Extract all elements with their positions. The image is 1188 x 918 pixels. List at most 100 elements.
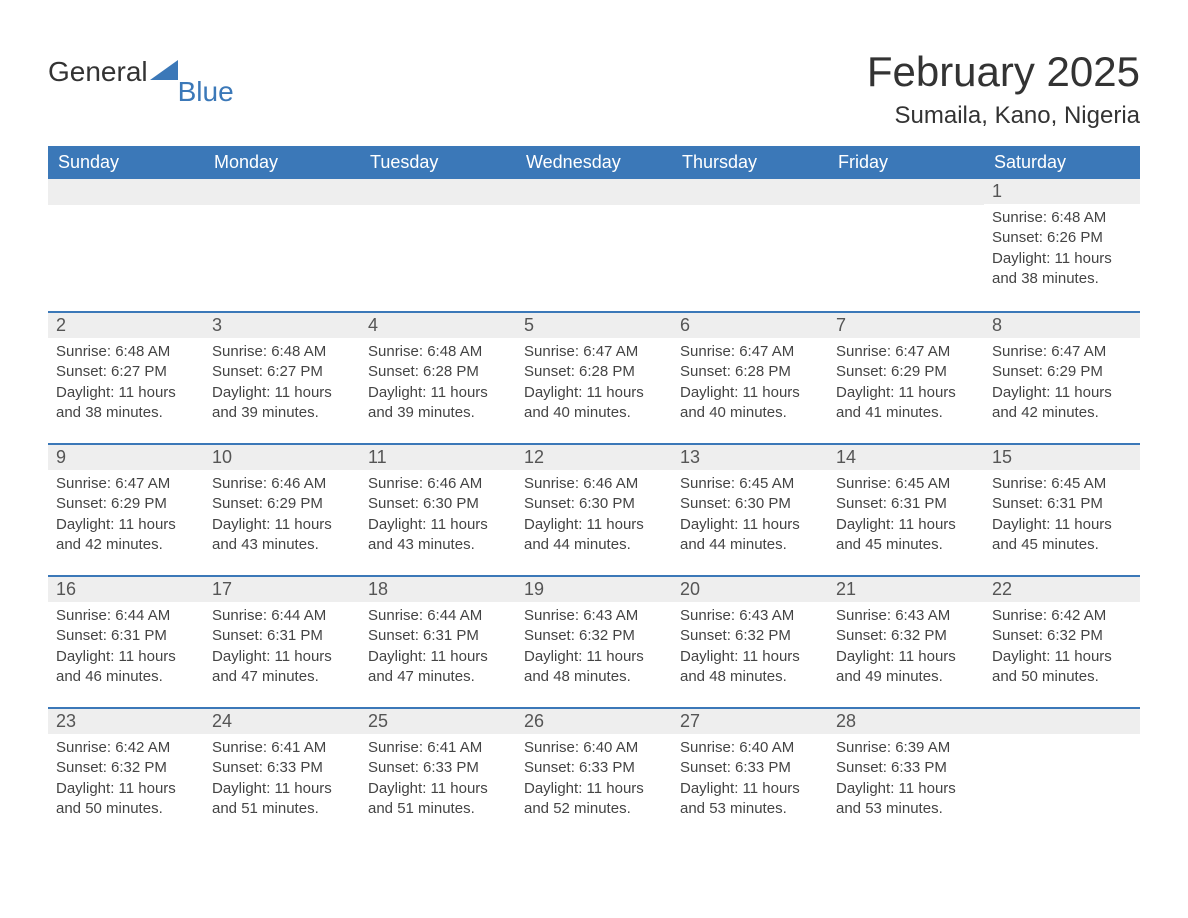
sunset-line: Sunset: 6:32 PM [56,758,196,778]
day-number: 25 [360,707,516,734]
calendar-day-cell: 22Sunrise: 6:42 AMSunset: 6:32 PMDayligh… [984,575,1140,707]
daylight-line: Daylight: 11 hours and 45 minutes. [836,515,976,556]
day-details: Sunrise: 6:46 AMSunset: 6:30 PMDaylight:… [360,470,516,565]
calendar-day-cell: 7Sunrise: 6:47 AMSunset: 6:29 PMDaylight… [828,311,984,443]
title-block: February 2025 Sumaila, Kano, Nigeria [867,48,1140,130]
day-number: 21 [828,575,984,602]
sunset-line: Sunset: 6:31 PM [992,494,1132,514]
daylight-line: Daylight: 11 hours and 38 minutes. [992,249,1132,290]
sunrise-line: Sunrise: 6:45 AM [680,474,820,494]
sunrise-line: Sunrise: 6:44 AM [368,606,508,626]
day-details: Sunrise: 6:43 AMSunset: 6:32 PMDaylight:… [828,602,984,697]
day-number: 27 [672,707,828,734]
sunrise-line: Sunrise: 6:47 AM [992,342,1132,362]
day-number: 26 [516,707,672,734]
sunset-line: Sunset: 6:33 PM [836,758,976,778]
calendar-day-cell: 14Sunrise: 6:45 AMSunset: 6:31 PMDayligh… [828,443,984,575]
sunrise-line: Sunrise: 6:46 AM [368,474,508,494]
daylight-line: Daylight: 11 hours and 48 minutes. [524,647,664,688]
day-number-bar [48,179,204,205]
day-number-bar [984,707,1140,734]
brand-logo: General Blue [48,48,238,88]
calendar-day-cell: 5Sunrise: 6:47 AMSunset: 6:28 PMDaylight… [516,311,672,443]
sunset-line: Sunset: 6:29 PM [992,362,1132,382]
day-number: 9 [48,443,204,470]
calendar-table: SundayMondayTuesdayWednesdayThursdayFrid… [48,146,1140,839]
sunrise-line: Sunrise: 6:45 AM [992,474,1132,494]
daylight-line: Daylight: 11 hours and 50 minutes. [56,779,196,820]
weekday-header: Wednesday [516,146,672,179]
calendar-day-cell: 13Sunrise: 6:45 AMSunset: 6:30 PMDayligh… [672,443,828,575]
day-number: 5 [516,311,672,338]
daylight-line: Daylight: 11 hours and 39 minutes. [212,383,352,424]
sunset-line: Sunset: 6:28 PM [680,362,820,382]
day-number: 15 [984,443,1140,470]
calendar-week-row: 16Sunrise: 6:44 AMSunset: 6:31 PMDayligh… [48,575,1140,707]
sunrise-line: Sunrise: 6:47 AM [524,342,664,362]
day-details: Sunrise: 6:42 AMSunset: 6:32 PMDaylight:… [984,602,1140,697]
calendar-day-cell: 9Sunrise: 6:47 AMSunset: 6:29 PMDaylight… [48,443,204,575]
daylight-line: Daylight: 11 hours and 50 minutes. [992,647,1132,688]
sunset-line: Sunset: 6:32 PM [680,626,820,646]
day-number-bar [672,179,828,205]
sunrise-line: Sunrise: 6:45 AM [836,474,976,494]
day-details: Sunrise: 6:40 AMSunset: 6:33 PMDaylight:… [516,734,672,829]
sunrise-line: Sunrise: 6:43 AM [836,606,976,626]
day-number: 8 [984,311,1140,338]
page-header: General Blue February 2025 Sumaila, Kano… [48,48,1140,130]
daylight-line: Daylight: 11 hours and 44 minutes. [524,515,664,556]
sunrise-line: Sunrise: 6:43 AM [524,606,664,626]
daylight-line: Daylight: 11 hours and 40 minutes. [680,383,820,424]
day-number: 19 [516,575,672,602]
day-details: Sunrise: 6:47 AMSunset: 6:29 PMDaylight:… [828,338,984,433]
daylight-line: Daylight: 11 hours and 46 minutes. [56,647,196,688]
sunset-line: Sunset: 6:28 PM [368,362,508,382]
sunrise-line: Sunrise: 6:43 AM [680,606,820,626]
day-number: 3 [204,311,360,338]
sunrise-line: Sunrise: 6:42 AM [992,606,1132,626]
day-details: Sunrise: 6:47 AMSunset: 6:28 PMDaylight:… [516,338,672,433]
day-number: 23 [48,707,204,734]
day-number-bar [516,179,672,205]
day-details: Sunrise: 6:41 AMSunset: 6:33 PMDaylight:… [204,734,360,829]
day-details: Sunrise: 6:41 AMSunset: 6:33 PMDaylight:… [360,734,516,829]
calendar-day-cell: 10Sunrise: 6:46 AMSunset: 6:29 PMDayligh… [204,443,360,575]
calendar-day-cell: 4Sunrise: 6:48 AMSunset: 6:28 PMDaylight… [360,311,516,443]
daylight-line: Daylight: 11 hours and 51 minutes. [212,779,352,820]
day-number: 16 [48,575,204,602]
daylight-line: Daylight: 11 hours and 45 minutes. [992,515,1132,556]
sunset-line: Sunset: 6:32 PM [836,626,976,646]
day-details: Sunrise: 6:43 AMSunset: 6:32 PMDaylight:… [516,602,672,697]
day-number: 13 [672,443,828,470]
weekday-header: Sunday [48,146,204,179]
sunset-line: Sunset: 6:33 PM [680,758,820,778]
sunset-line: Sunset: 6:29 PM [56,494,196,514]
day-number: 6 [672,311,828,338]
weekday-header: Friday [828,146,984,179]
weekday-header: Monday [204,146,360,179]
calendar-week-row: 23Sunrise: 6:42 AMSunset: 6:32 PMDayligh… [48,707,1140,839]
calendar-day-cell: 25Sunrise: 6:41 AMSunset: 6:33 PMDayligh… [360,707,516,839]
day-details: Sunrise: 6:45 AMSunset: 6:31 PMDaylight:… [984,470,1140,565]
sunrise-line: Sunrise: 6:47 AM [836,342,976,362]
day-details: Sunrise: 6:44 AMSunset: 6:31 PMDaylight:… [360,602,516,697]
sunrise-line: Sunrise: 6:39 AM [836,738,976,758]
sunset-line: Sunset: 6:32 PM [992,626,1132,646]
sunset-line: Sunset: 6:31 PM [368,626,508,646]
sunrise-line: Sunrise: 6:42 AM [56,738,196,758]
day-details: Sunrise: 6:40 AMSunset: 6:33 PMDaylight:… [672,734,828,829]
sunset-line: Sunset: 6:28 PM [524,362,664,382]
day-number: 28 [828,707,984,734]
location-subtitle: Sumaila, Kano, Nigeria [867,102,1140,130]
daylight-line: Daylight: 11 hours and 44 minutes. [680,515,820,556]
calendar-empty-cell [48,179,204,311]
sunset-line: Sunset: 6:27 PM [56,362,196,382]
sunset-line: Sunset: 6:32 PM [524,626,664,646]
calendar-day-cell: 23 Sunrise: 6:42 AMSunset: 6:32 PMDayligh… [48,707,204,839]
day-number: 7 [828,311,984,338]
day-details: Sunrise: 6:46 AMSunset: 6:30 PMDaylight:… [516,470,672,565]
calendar-day-cell: 8Sunrise: 6:47 AMSunset: 6:29 PMDaylight… [984,311,1140,443]
day-details: Sunrise: 6:44 AMSunset: 6:31 PMDaylight:… [204,602,360,697]
sunset-line: Sunset: 6:26 PM [992,228,1132,248]
sunset-line: Sunset: 6:33 PM [524,758,664,778]
